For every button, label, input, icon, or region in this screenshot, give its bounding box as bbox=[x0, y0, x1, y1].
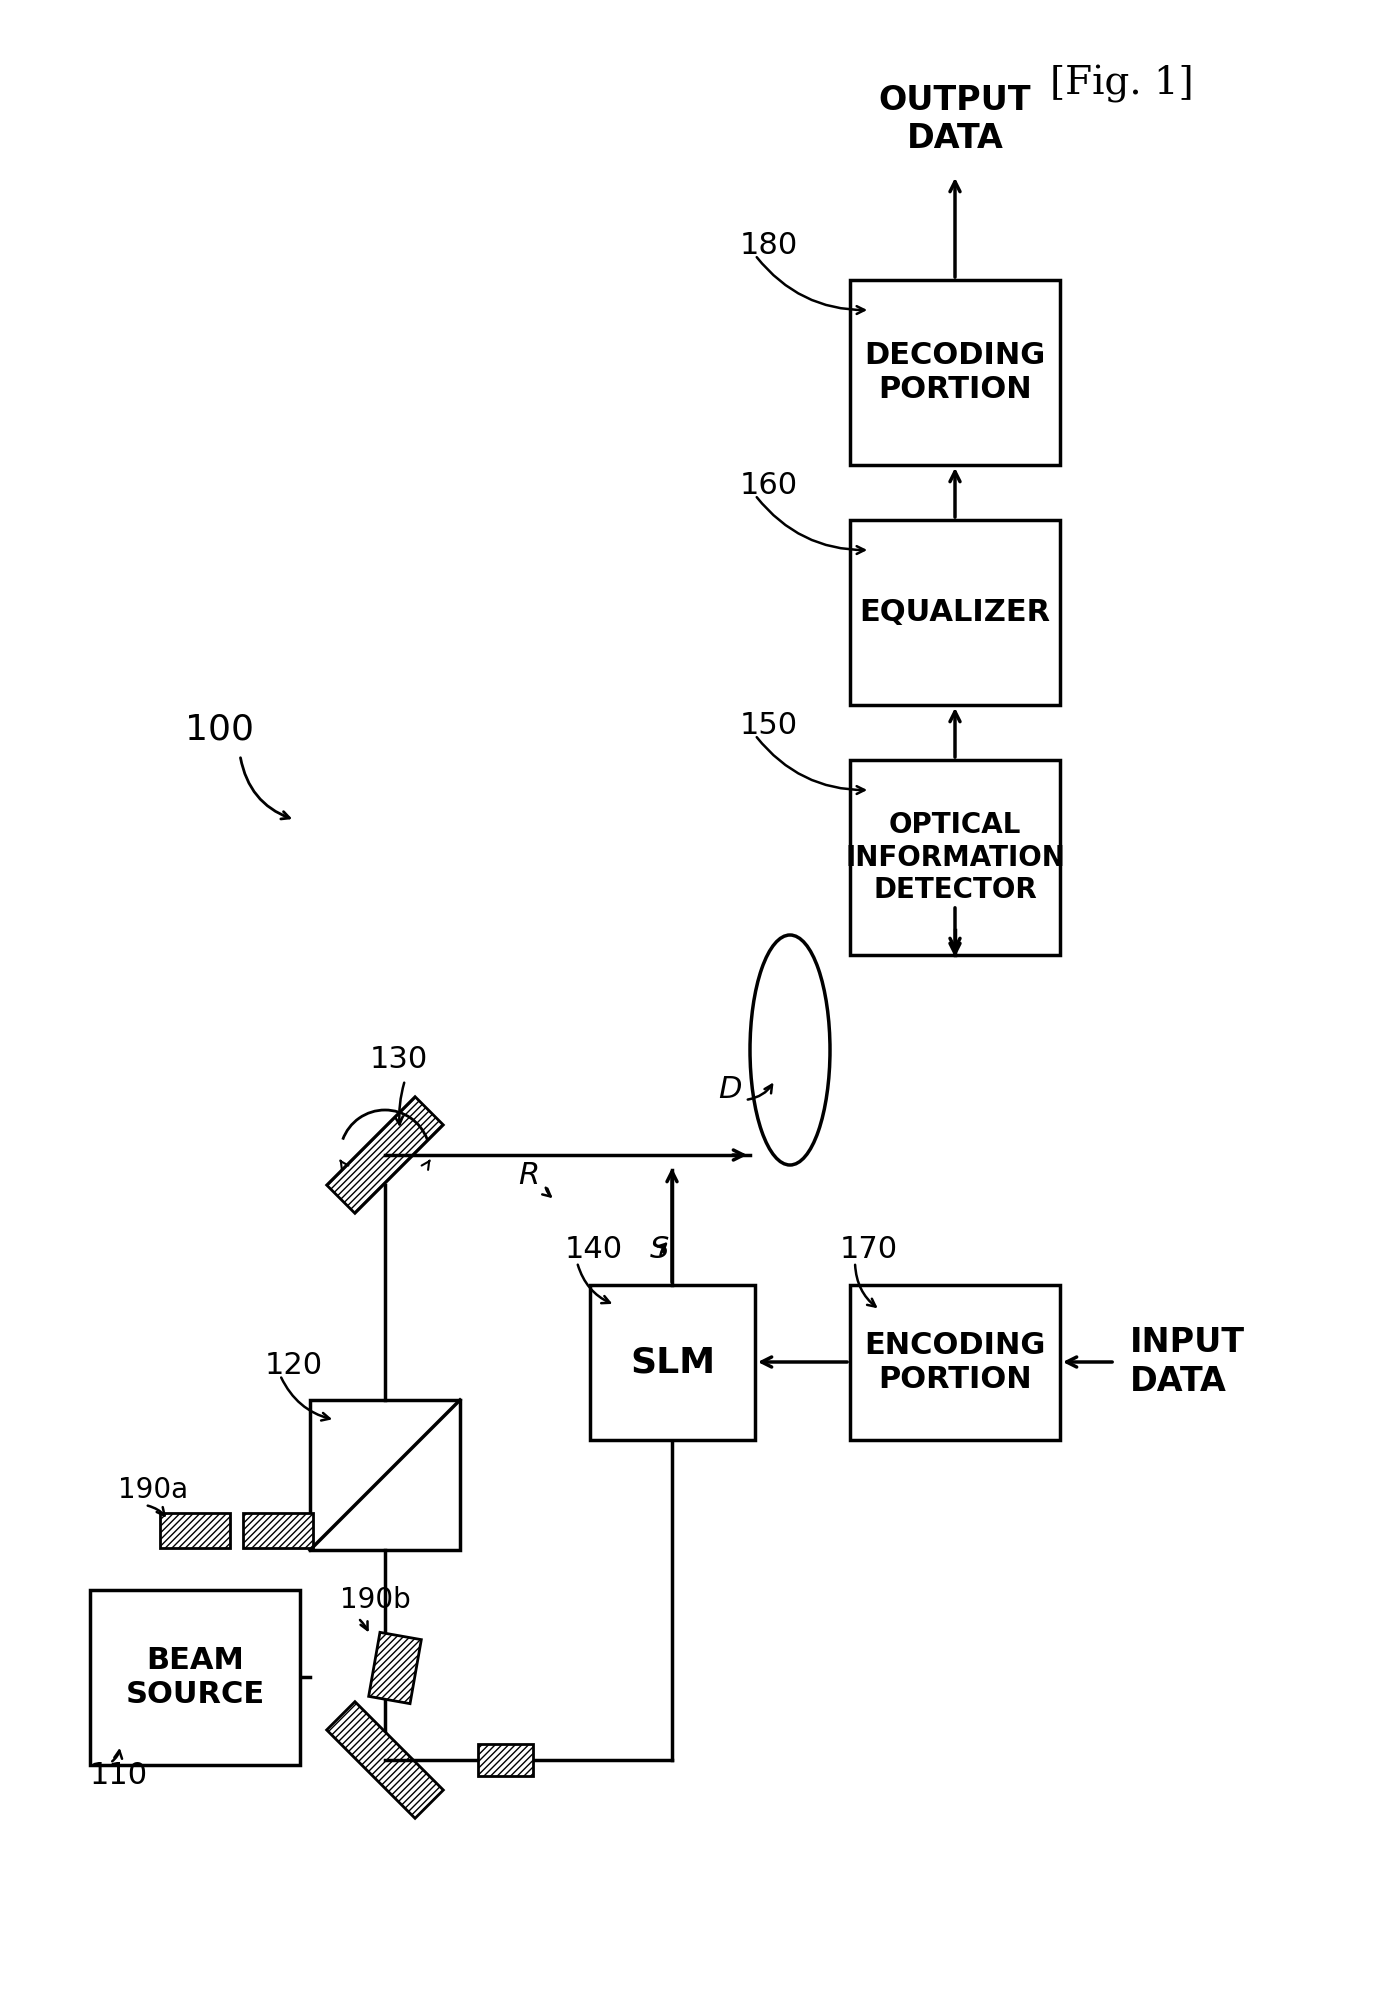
FancyArrowPatch shape bbox=[340, 1161, 348, 1169]
Text: 120: 120 bbox=[265, 1351, 323, 1379]
FancyArrowPatch shape bbox=[658, 1243, 666, 1255]
Text: DECODING
PORTION: DECODING PORTION bbox=[864, 341, 1046, 403]
Text: 100: 100 bbox=[185, 712, 254, 746]
Text: R: R bbox=[519, 1161, 539, 1189]
FancyArrowPatch shape bbox=[360, 1620, 368, 1630]
Text: 190a: 190a bbox=[118, 1476, 188, 1504]
Text: SLM: SLM bbox=[630, 1345, 715, 1379]
FancyArrowPatch shape bbox=[421, 1161, 429, 1169]
Text: [Fig. 1]: [Fig. 1] bbox=[1050, 66, 1193, 104]
Bar bbox=[478, 1744, 533, 1776]
FancyArrowPatch shape bbox=[577, 1265, 611, 1303]
FancyArrowPatch shape bbox=[747, 1085, 772, 1099]
Text: EQUALIZER: EQUALIZER bbox=[860, 598, 1051, 626]
Bar bbox=[590, 1285, 756, 1440]
Bar bbox=[160, 1512, 230, 1548]
Text: S: S bbox=[650, 1235, 669, 1265]
Text: 160: 160 bbox=[740, 471, 799, 499]
Ellipse shape bbox=[750, 936, 829, 1165]
Bar bbox=[850, 760, 1059, 956]
FancyArrowPatch shape bbox=[148, 1506, 164, 1516]
FancyArrowPatch shape bbox=[241, 758, 290, 820]
FancyArrowPatch shape bbox=[282, 1377, 329, 1420]
Text: 180: 180 bbox=[740, 231, 799, 259]
Bar bbox=[368, 1632, 421, 1704]
Bar bbox=[326, 1097, 443, 1213]
Text: 110: 110 bbox=[91, 1760, 148, 1790]
FancyArrowPatch shape bbox=[112, 1750, 123, 1762]
Text: 150: 150 bbox=[740, 710, 799, 740]
Text: D: D bbox=[718, 1075, 742, 1105]
Bar bbox=[91, 1590, 300, 1766]
Text: ENCODING
PORTION: ENCODING PORTION bbox=[864, 1331, 1046, 1395]
Text: INPUT
DATA: INPUT DATA bbox=[1131, 1327, 1245, 1398]
FancyArrowPatch shape bbox=[757, 497, 864, 555]
Bar bbox=[850, 1285, 1059, 1440]
Bar bbox=[309, 1400, 460, 1550]
Bar bbox=[326, 1702, 443, 1817]
FancyArrowPatch shape bbox=[395, 1083, 404, 1125]
FancyArrowPatch shape bbox=[757, 257, 864, 313]
Bar bbox=[850, 521, 1059, 704]
Text: OUTPUT
DATA: OUTPUT DATA bbox=[878, 84, 1032, 156]
FancyArrowPatch shape bbox=[855, 1265, 875, 1307]
Text: 170: 170 bbox=[841, 1235, 898, 1265]
Text: 130: 130 bbox=[369, 1045, 428, 1075]
Text: 140: 140 bbox=[565, 1235, 623, 1265]
Bar bbox=[243, 1512, 314, 1548]
Bar bbox=[850, 279, 1059, 465]
Text: OPTICAL
INFORMATION
DETECTOR: OPTICAL INFORMATION DETECTOR bbox=[845, 812, 1065, 904]
Text: 190b: 190b bbox=[340, 1586, 411, 1614]
FancyArrowPatch shape bbox=[757, 738, 864, 794]
Text: BEAM
SOURCE: BEAM SOURCE bbox=[125, 1646, 265, 1710]
FancyArrowPatch shape bbox=[542, 1187, 551, 1197]
